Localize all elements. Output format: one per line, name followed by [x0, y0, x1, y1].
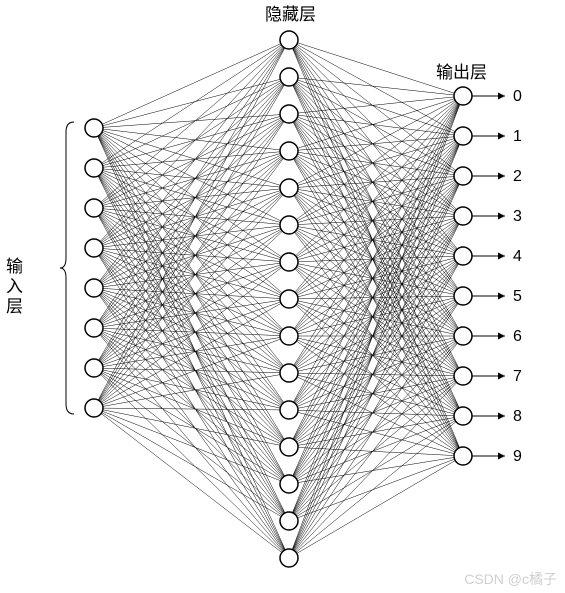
arrow-head-icon [498, 333, 505, 340]
input-node [85, 279, 103, 297]
arrow-head-icon [498, 253, 505, 260]
output-node [454, 87, 472, 105]
input-bracket [60, 122, 74, 414]
output-node [454, 207, 472, 225]
hidden-node [280, 253, 298, 271]
output-index-label: 1 [513, 128, 522, 145]
hidden-layer-label: 隐藏层 [265, 5, 316, 24]
hidden-node [280, 179, 298, 197]
hidden-node [280, 327, 298, 345]
input-node [85, 119, 103, 137]
output-node [454, 247, 472, 265]
output-index-label: 8 [513, 408, 522, 425]
arrow-head-icon [498, 413, 505, 420]
output-index-label: 0 [513, 88, 522, 105]
arrow-head-icon [498, 173, 505, 180]
neural-network-diagram: 0 1 2 3 4 5 6 7 8 9 隐藏层输出层输入层 [0, 0, 565, 593]
input-node [85, 399, 103, 417]
hidden-node [280, 105, 298, 123]
hidden-node [280, 512, 298, 530]
output-node [454, 407, 472, 425]
output-index-label: 7 [513, 368, 522, 385]
input-node [85, 359, 103, 377]
hidden-node [280, 364, 298, 382]
hidden-node [280, 31, 298, 49]
output-index-label: 2 [513, 168, 522, 185]
output-node [454, 287, 472, 305]
arrow-head-icon [498, 373, 505, 380]
arrow-head-icon [498, 133, 505, 140]
hidden-node [280, 549, 298, 567]
output-node [454, 167, 472, 185]
input-node [85, 239, 103, 257]
hidden-node [280, 290, 298, 308]
output-index-label: 6 [513, 328, 522, 345]
input-node [85, 159, 103, 177]
output-node [454, 127, 472, 145]
arrow-head-icon [498, 93, 505, 100]
hidden-node [280, 68, 298, 86]
output-node [454, 367, 472, 385]
output-index-label: 9 [513, 448, 522, 465]
edges [94, 40, 463, 558]
output-index-label: 5 [513, 288, 522, 305]
hidden-node [280, 475, 298, 493]
input-node [85, 199, 103, 217]
hidden-node [280, 142, 298, 160]
output-layer-label: 输出层 [436, 63, 487, 82]
hidden-node [280, 216, 298, 234]
arrow-head-icon [498, 213, 505, 220]
output-node [454, 447, 472, 465]
hidden-node [280, 401, 298, 419]
output-node [454, 327, 472, 345]
input-node [85, 319, 103, 337]
arrow-head-icon [498, 453, 505, 460]
output-index-label: 3 [513, 208, 522, 225]
output-index-label: 4 [513, 248, 522, 265]
input-layer-label: 层 [6, 297, 23, 316]
input-layer-label: 输 [6, 257, 23, 276]
input-layer-label: 入 [6, 277, 23, 296]
arrow-head-icon [498, 293, 505, 300]
hidden-node [280, 438, 298, 456]
